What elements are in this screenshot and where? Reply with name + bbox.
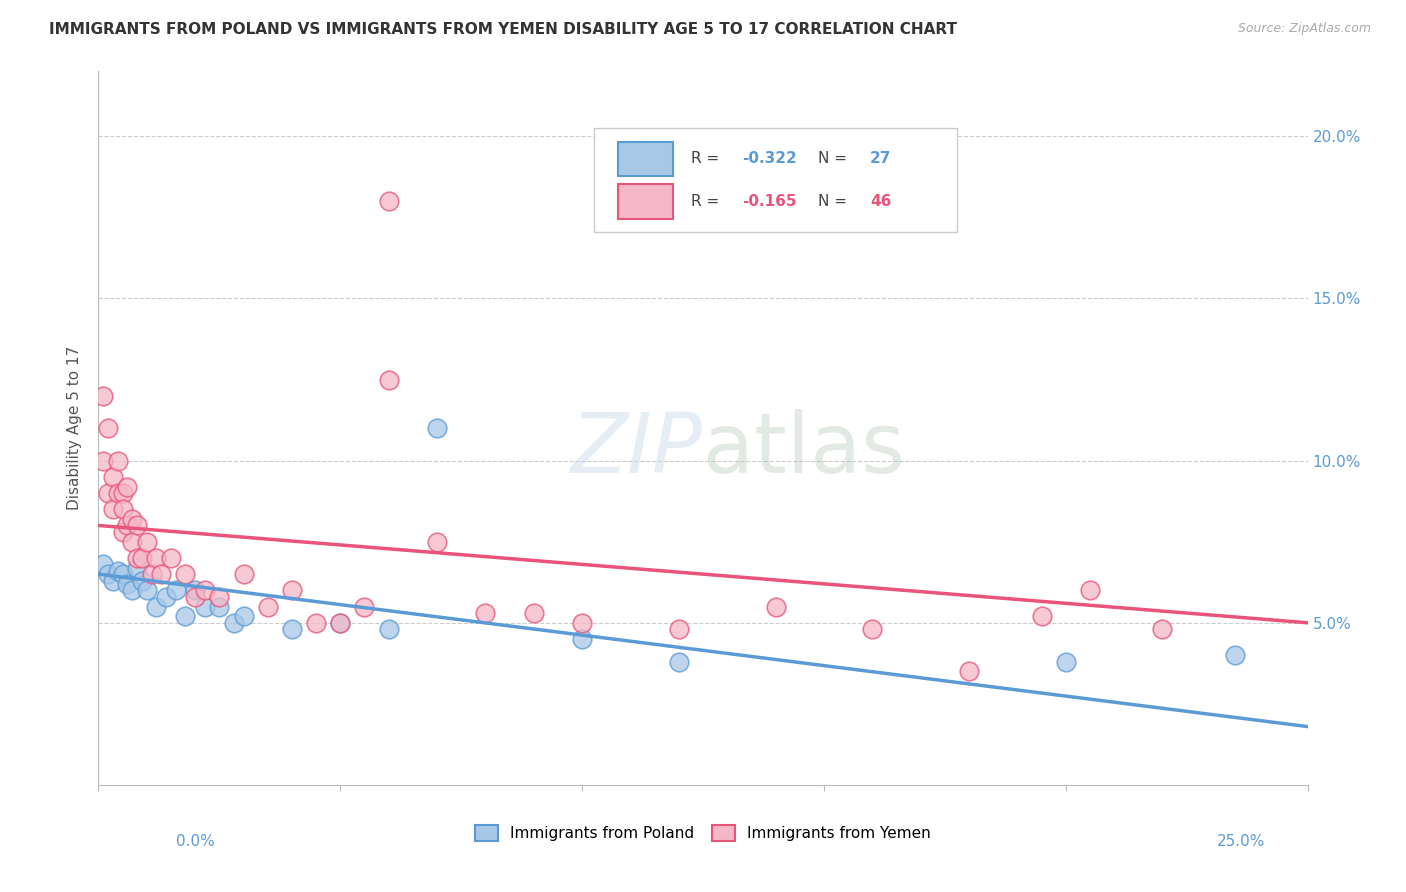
Text: -0.165: -0.165 bbox=[742, 194, 796, 209]
Point bbox=[91, 558, 114, 572]
Point bbox=[141, 567, 163, 582]
Point bbox=[523, 606, 546, 620]
Point bbox=[101, 574, 124, 588]
Point bbox=[232, 609, 254, 624]
Point bbox=[121, 534, 143, 549]
Point bbox=[329, 615, 352, 630]
Text: N =: N = bbox=[818, 194, 852, 209]
Point bbox=[121, 512, 143, 526]
Point bbox=[184, 590, 207, 604]
Point bbox=[668, 622, 690, 636]
Point bbox=[117, 518, 139, 533]
Point bbox=[174, 609, 197, 624]
Point bbox=[232, 567, 254, 582]
Point bbox=[111, 486, 134, 500]
Point bbox=[117, 479, 139, 493]
Point bbox=[281, 583, 304, 598]
Point bbox=[668, 655, 690, 669]
Point bbox=[91, 389, 114, 403]
Point bbox=[101, 502, 124, 516]
Text: R =: R = bbox=[690, 194, 724, 209]
Point bbox=[256, 599, 278, 614]
Legend: Immigrants from Poland, Immigrants from Yemen: Immigrants from Poland, Immigrants from … bbox=[467, 817, 939, 848]
FancyBboxPatch shape bbox=[619, 185, 672, 219]
Point bbox=[111, 524, 134, 539]
Text: N =: N = bbox=[818, 152, 852, 167]
Point bbox=[145, 599, 167, 614]
Point bbox=[117, 577, 139, 591]
Point bbox=[127, 550, 149, 565]
Point bbox=[426, 421, 449, 435]
Text: ZIP: ZIP bbox=[571, 409, 703, 490]
Point bbox=[127, 560, 149, 574]
Point bbox=[165, 583, 187, 598]
Point bbox=[377, 622, 399, 636]
Point bbox=[111, 502, 134, 516]
Point bbox=[101, 470, 124, 484]
Text: atlas: atlas bbox=[703, 409, 904, 490]
Point bbox=[194, 599, 217, 614]
Point bbox=[127, 518, 149, 533]
Point bbox=[135, 583, 157, 598]
Point bbox=[353, 599, 375, 614]
Point bbox=[957, 665, 980, 679]
Point bbox=[329, 615, 352, 630]
Point bbox=[121, 583, 143, 598]
Point bbox=[131, 550, 153, 565]
FancyBboxPatch shape bbox=[595, 128, 957, 232]
Point bbox=[135, 534, 157, 549]
Point bbox=[107, 453, 129, 467]
Point bbox=[160, 550, 183, 565]
Text: -0.322: -0.322 bbox=[742, 152, 796, 167]
Point bbox=[111, 567, 134, 582]
Point bbox=[145, 550, 167, 565]
Point bbox=[1152, 622, 1174, 636]
Point bbox=[377, 194, 399, 208]
Point bbox=[305, 615, 328, 630]
Point bbox=[91, 453, 114, 467]
Text: R =: R = bbox=[690, 152, 724, 167]
Text: Source: ZipAtlas.com: Source: ZipAtlas.com bbox=[1237, 22, 1371, 36]
Point bbox=[194, 583, 217, 598]
Point bbox=[571, 632, 593, 646]
Point bbox=[107, 486, 129, 500]
Point bbox=[155, 590, 177, 604]
Point bbox=[184, 583, 207, 598]
Point bbox=[1054, 655, 1077, 669]
Point bbox=[131, 574, 153, 588]
Point bbox=[474, 606, 496, 620]
Point bbox=[377, 372, 399, 386]
Point bbox=[860, 622, 883, 636]
Text: 46: 46 bbox=[870, 194, 891, 209]
Point bbox=[281, 622, 304, 636]
Point bbox=[222, 615, 245, 630]
Point bbox=[1031, 609, 1053, 624]
Point bbox=[107, 564, 129, 578]
Point bbox=[208, 599, 231, 614]
Text: 0.0%: 0.0% bbox=[176, 834, 215, 849]
Y-axis label: Disability Age 5 to 17: Disability Age 5 to 17 bbox=[67, 346, 83, 510]
Point bbox=[150, 567, 173, 582]
Point bbox=[97, 567, 120, 582]
Text: 25.0%: 25.0% bbox=[1218, 834, 1265, 849]
Text: IMMIGRANTS FROM POLAND VS IMMIGRANTS FROM YEMEN DISABILITY AGE 5 TO 17 CORRELATI: IMMIGRANTS FROM POLAND VS IMMIGRANTS FRO… bbox=[49, 22, 957, 37]
FancyBboxPatch shape bbox=[619, 142, 672, 176]
Text: 27: 27 bbox=[870, 152, 891, 167]
Point bbox=[174, 567, 197, 582]
Point bbox=[571, 615, 593, 630]
Point bbox=[208, 590, 231, 604]
Point bbox=[1223, 648, 1246, 663]
Point bbox=[97, 421, 120, 435]
Point bbox=[1078, 583, 1101, 598]
Point bbox=[426, 534, 449, 549]
Point bbox=[97, 486, 120, 500]
Point bbox=[765, 599, 787, 614]
